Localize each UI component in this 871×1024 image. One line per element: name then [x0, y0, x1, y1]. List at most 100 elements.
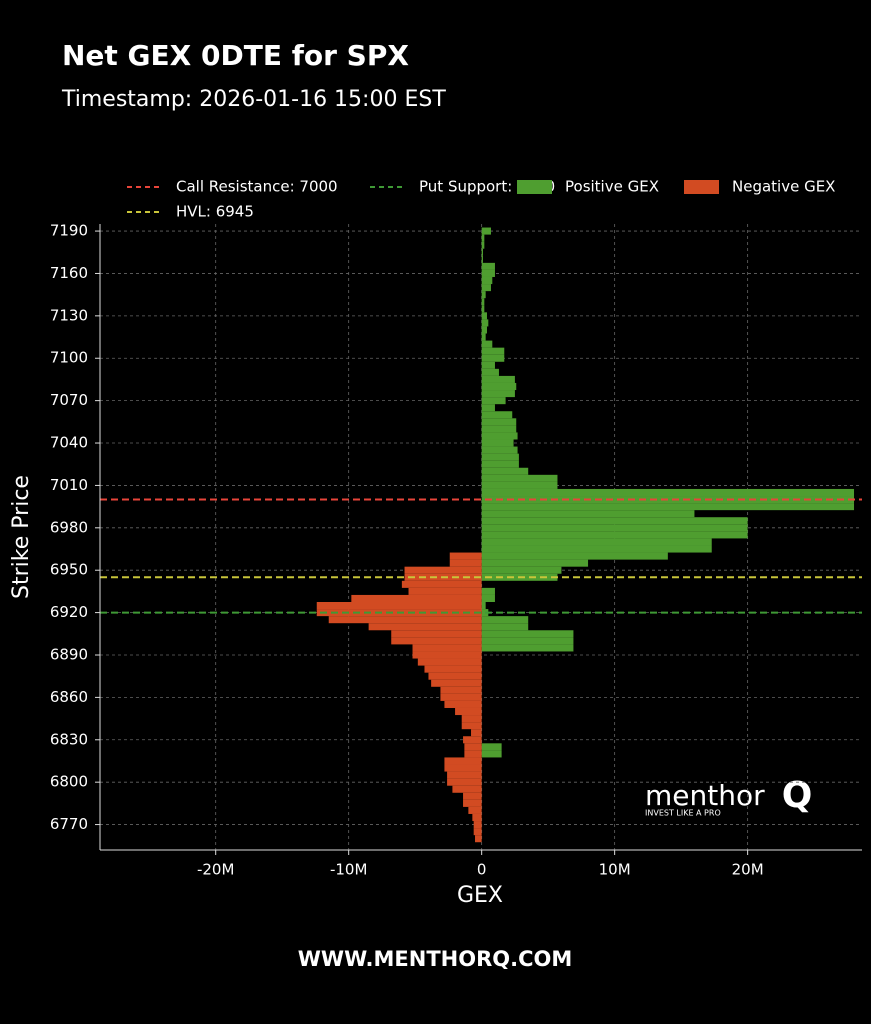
y-tick-label: 6860	[50, 688, 88, 706]
bar	[461, 715, 482, 723]
bar	[481, 559, 589, 567]
bar	[481, 312, 487, 320]
y-tick-label: 6800	[50, 773, 88, 791]
legend-label: Positive GEX	[565, 178, 659, 196]
x-tick-label: -20M	[197, 861, 234, 879]
bar	[417, 658, 482, 666]
bar	[481, 354, 505, 362]
bar	[481, 609, 489, 617]
bar	[431, 679, 482, 687]
bar	[481, 623, 529, 631]
y-tick-label: 7130	[50, 306, 88, 324]
x-tick-label: 20M	[732, 861, 764, 879]
bar	[473, 828, 482, 836]
bar	[449, 552, 482, 560]
legend-swatch	[684, 180, 719, 194]
y-tick-label: 7100	[50, 349, 88, 367]
bar	[481, 404, 495, 412]
bar	[447, 771, 482, 779]
bar	[481, 248, 483, 256]
bar	[481, 743, 502, 751]
bar	[481, 255, 483, 263]
x-tick-label: 0	[477, 861, 487, 879]
y-tick-label: 7070	[50, 391, 88, 409]
bar	[391, 630, 482, 638]
bar	[481, 411, 513, 419]
bar	[351, 594, 482, 603]
bar	[481, 340, 493, 348]
y-axis-label: Strike Price	[9, 475, 34, 599]
bar	[481, 524, 748, 532]
legend-swatch	[517, 180, 552, 194]
bar	[481, 298, 485, 306]
bar	[481, 361, 495, 369]
bar	[481, 291, 486, 299]
bar	[473, 821, 482, 829]
logo-tagline: INVEST LIKE A PRO	[645, 809, 721, 818]
y-tick-label: 7040	[50, 434, 88, 452]
bar	[444, 700, 482, 708]
y-tick-label: 6770	[50, 815, 88, 833]
bar	[481, 510, 695, 518]
bar	[444, 757, 482, 765]
bar	[481, 333, 486, 341]
bar	[481, 262, 495, 270]
bar	[481, 425, 517, 433]
bar	[481, 630, 574, 638]
bar	[401, 580, 482, 588]
bar	[481, 319, 489, 327]
bar	[440, 686, 482, 694]
bar	[481, 616, 529, 624]
bar	[481, 460, 519, 468]
bar	[481, 517, 748, 525]
bar	[440, 693, 482, 701]
bar	[481, 382, 517, 391]
legend-label: HVL: 6945	[176, 203, 254, 221]
bar	[481, 488, 855, 497]
bar	[452, 785, 482, 793]
bar	[449, 559, 482, 567]
bar	[481, 503, 855, 511]
bar	[463, 736, 482, 744]
bar	[475, 835, 482, 843]
bar	[391, 637, 482, 645]
logo-mark: Q	[782, 775, 813, 816]
bar	[481, 587, 495, 595]
y-tick-label: 6920	[50, 603, 88, 621]
bar	[481, 545, 712, 553]
footer: WWW.MENTHORQ.COM	[298, 947, 573, 971]
bar	[481, 227, 491, 235]
bar	[481, 467, 529, 475]
bar	[481, 552, 668, 560]
bar	[412, 651, 482, 659]
y-tick-label: 7190	[50, 222, 88, 240]
bar	[412, 644, 482, 652]
bar	[481, 390, 515, 398]
bar	[481, 594, 495, 603]
bar	[481, 347, 505, 355]
bar	[461, 722, 482, 730]
y-tick-label: 6830	[50, 730, 88, 748]
bar	[481, 234, 485, 242]
legend-label: Negative GEX	[732, 178, 835, 196]
bar	[481, 637, 574, 645]
x-axis-label: GEX	[457, 883, 503, 908]
bar	[444, 764, 482, 772]
bar	[428, 672, 482, 680]
bar	[464, 750, 482, 758]
bar	[481, 453, 519, 461]
bar	[481, 446, 518, 454]
bar	[481, 566, 562, 574]
bar	[481, 241, 485, 249]
bar	[481, 397, 506, 405]
bar	[481, 439, 514, 447]
bar	[481, 375, 515, 383]
x-tick-label: 10M	[599, 861, 631, 879]
y-tick-label: 6950	[50, 561, 88, 579]
bar	[468, 806, 482, 814]
chart-title: Net GEX 0DTE for SPX	[62, 39, 409, 72]
bar	[463, 792, 482, 800]
x-tick-label: -10M	[330, 861, 367, 879]
